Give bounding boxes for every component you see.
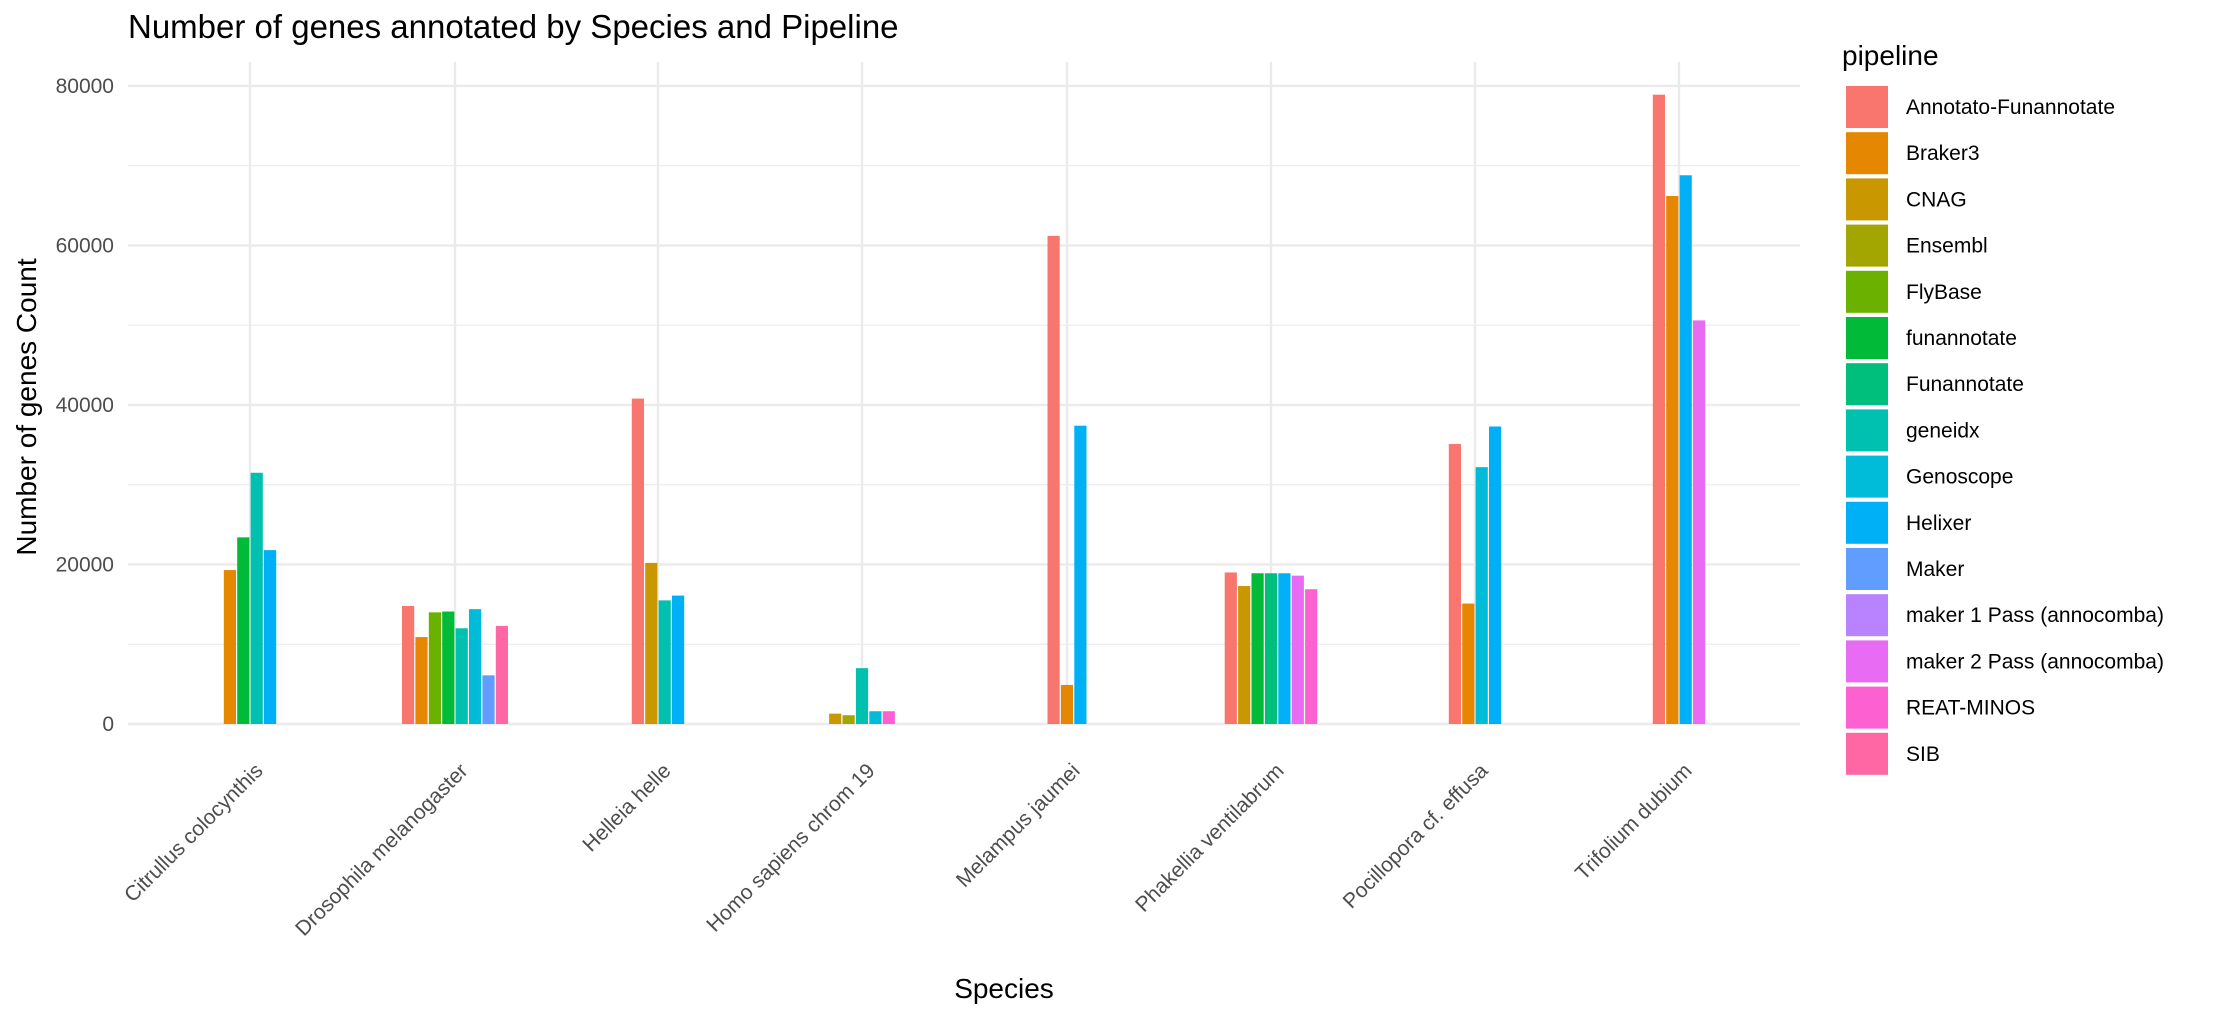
x-tick-label: Drosophila melanogaster xyxy=(291,759,472,940)
bar xyxy=(237,537,250,724)
legend-swatch xyxy=(1846,501,1888,544)
bar xyxy=(1074,425,1087,724)
bar xyxy=(842,715,855,724)
legend-label: Braker3 xyxy=(1906,142,1980,165)
x-tick-label: Homo sapiens chrom 19 xyxy=(702,759,879,936)
bar xyxy=(223,570,236,724)
legend-title: pipeline xyxy=(1842,40,1939,71)
x-tick-label: Pocillopora cf. effusa xyxy=(1339,759,1493,913)
legend-swatch xyxy=(1846,178,1888,221)
y-tick-label: 40000 xyxy=(56,394,114,417)
legend-label: REAT-MINOS xyxy=(1906,697,2035,720)
legend-swatch xyxy=(1846,594,1888,637)
bar xyxy=(869,711,882,724)
bar xyxy=(442,611,455,724)
y-tick-label: 0 xyxy=(102,713,114,736)
bar xyxy=(455,628,468,724)
legend-swatch xyxy=(1846,640,1888,683)
legend-label: Annotato-Funannotate xyxy=(1906,96,2115,119)
legend-label: Funannotate xyxy=(1906,373,2024,396)
bar xyxy=(1238,586,1251,724)
bar xyxy=(1448,444,1461,724)
legend-swatch xyxy=(1846,224,1888,267)
y-axis-title: Number of genes Count xyxy=(11,258,42,556)
legend-swatch xyxy=(1846,363,1888,406)
y-tick-label: 60000 xyxy=(56,234,114,257)
x-tick-label: Phakellia ventilabrum xyxy=(1131,759,1288,916)
y-tick-label: 20000 xyxy=(56,553,114,576)
bar xyxy=(495,625,508,724)
x-tick-label: Citrullus colocynthis xyxy=(120,759,267,906)
legend-label: SIB xyxy=(1906,743,1940,766)
legend-label: Maker xyxy=(1906,558,1964,581)
chart-title: Number of genes annotated by Species and… xyxy=(128,8,899,45)
bar xyxy=(250,472,263,724)
bar xyxy=(1305,589,1318,724)
legend: pipeline Annotato-Funannotate Braker3 CNAG… xyxy=(1842,40,2164,775)
legend-swatch xyxy=(1846,686,1888,729)
legend-swatch xyxy=(1846,270,1888,313)
x-tick-label: Helleia helle xyxy=(578,759,675,856)
bar xyxy=(1251,573,1264,724)
bar xyxy=(658,600,671,724)
bar xyxy=(1047,235,1060,724)
bars-layer xyxy=(223,94,1706,725)
x-tick-label: Melampus jaumei xyxy=(952,759,1085,892)
legend-swatch xyxy=(1846,317,1888,359)
bar xyxy=(469,609,482,724)
bar xyxy=(264,550,277,724)
bar xyxy=(672,595,685,724)
legend-label: CNAG xyxy=(1906,188,1967,211)
y-tick-label: 80000 xyxy=(56,75,114,98)
bar xyxy=(631,398,644,724)
legend-label: geneidx xyxy=(1906,419,1980,442)
legend-label: Helixer xyxy=(1906,512,1971,535)
legend-label: maker 1 Pass (annocomba) xyxy=(1906,604,2164,627)
bar xyxy=(1652,94,1665,725)
bar xyxy=(1060,684,1074,724)
bar xyxy=(1264,573,1278,724)
legend-swatch xyxy=(1846,409,1888,452)
x-axis-title: Species xyxy=(954,973,1054,1004)
bar xyxy=(1224,572,1237,724)
bar xyxy=(829,713,842,724)
bar xyxy=(1462,603,1475,724)
bar xyxy=(1291,575,1304,724)
bar xyxy=(1693,320,1706,724)
bar xyxy=(402,605,415,724)
bar xyxy=(1278,573,1291,724)
bar xyxy=(415,637,428,724)
legend-label: maker 2 Pass (annocomba) xyxy=(1906,650,2164,673)
bar xyxy=(882,711,895,724)
bar xyxy=(645,562,658,724)
legend-swatch xyxy=(1846,86,1888,128)
bar xyxy=(1666,195,1679,724)
bar xyxy=(855,668,869,724)
legend-label: FlyBase xyxy=(1906,281,1982,304)
legend-label: funannotate xyxy=(1906,327,2017,350)
legend-swatch xyxy=(1846,455,1888,498)
bar xyxy=(1475,467,1488,724)
bar xyxy=(1679,175,1692,725)
bar xyxy=(428,612,441,724)
grid-layer xyxy=(128,62,1800,726)
x-tick-label: Trifolium dubium xyxy=(1571,759,1696,884)
bar xyxy=(482,675,495,724)
legend-swatch xyxy=(1846,548,1888,590)
legend-label: Genoscope xyxy=(1906,466,2013,489)
legend-swatch xyxy=(1846,732,1888,775)
legend-swatch xyxy=(1846,132,1888,175)
legend-label: Ensembl xyxy=(1906,235,1988,258)
bar xyxy=(1489,426,1502,724)
